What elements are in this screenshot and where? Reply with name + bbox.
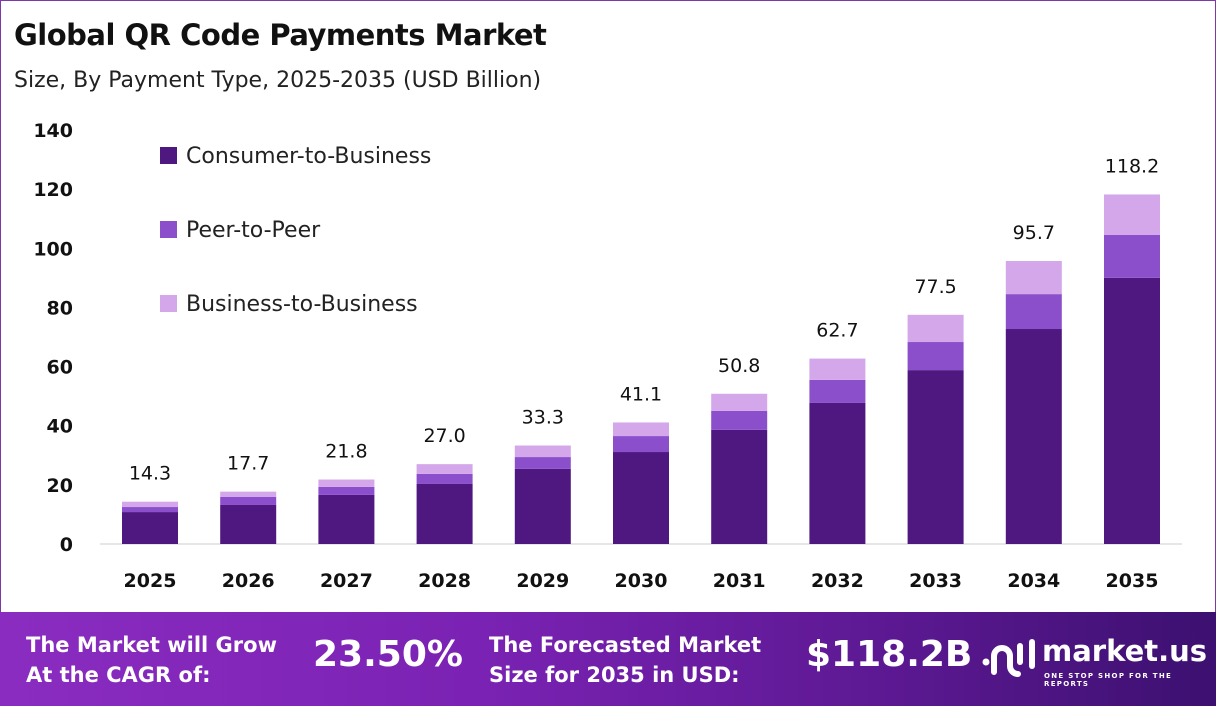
bar-segment-consumer-to-business-2027 <box>318 494 375 544</box>
total-data-label: 21.8 <box>325 441 367 463</box>
x-tick-label: 2027 <box>320 570 373 592</box>
bar-segment-peer-to-peer-2032 <box>809 379 866 403</box>
bar-segment-consumer-to-business-2029 <box>514 468 571 544</box>
total-data-label: 118.2 <box>1105 155 1159 177</box>
bar-segment-peer-to-peer-2030 <box>613 436 669 453</box>
total-data-label: 77.5 <box>914 276 956 298</box>
forecast-value: $118.2B <box>806 634 973 675</box>
total-data-label: 17.7 <box>227 453 269 475</box>
stacked-bar-chart: 0 20 40 60 80 100 120 140 14.3 2025 17.7 2026 21.8 20… <box>33 120 1182 592</box>
bar-segment-peer-to-peer-2028 <box>416 473 473 484</box>
y-tick-label: 40 <box>47 416 73 438</box>
cagr-value: 23.50% <box>313 634 463 675</box>
total-data-label: 27.0 <box>423 425 465 447</box>
y-tick-label: 60 <box>47 357 73 379</box>
bar-segment-consumer-to-business-2031 <box>711 429 768 544</box>
bar-segment-business-to-business-2034 <box>1005 261 1062 295</box>
bar-segment-peer-to-peer-2029 <box>514 457 571 469</box>
footer-banner: The Market will Grow At the CAGR of: 23.5… <box>0 612 1216 706</box>
bar-segment-consumer-to-business-2033 <box>907 370 964 544</box>
bar-segment-peer-to-peer-2025 <box>122 507 178 513</box>
bar-segment-business-to-business-2031 <box>711 393 768 411</box>
bar-segment-peer-to-peer-2031 <box>711 410 768 430</box>
cagr-label-line2: At the CAGR of: <box>26 663 211 687</box>
legend-swatch <box>160 221 177 238</box>
bar-segment-peer-to-peer-2035 <box>1104 234 1160 278</box>
legend-swatch <box>160 295 177 312</box>
x-tick-label: 2033 <box>909 570 962 592</box>
y-tick-label: 140 <box>33 120 73 142</box>
legend-swatch <box>160 147 177 164</box>
bar-segment-business-to-business-2029 <box>514 445 571 458</box>
bar-segment-business-to-business-2028 <box>416 464 473 474</box>
forecast-label-line1: The Forecasted Market <box>489 633 762 657</box>
bar-segment-consumer-to-business-2026 <box>220 504 277 544</box>
bar-segment-consumer-to-business-2028 <box>416 483 473 544</box>
bar-segment-consumer-to-business-2030 <box>613 452 669 544</box>
bar-segment-business-to-business-2033 <box>907 314 964 343</box>
x-tick-label: 2028 <box>418 570 471 592</box>
legend-label: Peer-to-Peer <box>186 218 321 243</box>
bar-segment-peer-to-peer-2027 <box>318 486 375 495</box>
y-tick-label: 100 <box>33 238 73 260</box>
total-data-label: 62.7 <box>816 320 858 342</box>
bar-segment-peer-to-peer-2034 <box>1005 294 1062 330</box>
y-tick-label: 120 <box>33 179 73 201</box>
x-tick-label: 2029 <box>516 570 569 592</box>
bar-segment-business-to-business-2027 <box>318 479 375 487</box>
bar-segment-consumer-to-business-2034 <box>1005 329 1062 544</box>
legend-label: Consumer-to-Business <box>186 144 431 169</box>
x-tick-label: 2034 <box>1007 570 1060 592</box>
bar-segment-business-to-business-2025 <box>122 501 178 508</box>
bar-segment-peer-to-peer-2033 <box>907 342 964 371</box>
y-tick-label: 0 <box>60 534 73 556</box>
bar-segment-business-to-business-2032 <box>809 358 866 380</box>
logo-name: market.us <box>1042 634 1208 668</box>
x-tick-label: 2030 <box>615 570 668 592</box>
x-tick-label: 2032 <box>811 570 864 592</box>
x-tick-label: 2025 <box>124 570 177 592</box>
forecast-label: The Forecasted Market Size for 2035 in US… <box>489 630 761 690</box>
x-tick-label: 2035 <box>1106 570 1159 592</box>
bar-segment-business-to-business-2030 <box>613 422 669 437</box>
x-tick-label: 2026 <box>222 570 275 592</box>
bar-segment-peer-to-peer-2026 <box>220 496 277 505</box>
y-tick-label: 20 <box>47 475 73 497</box>
bar-segment-business-to-business-2035 <box>1104 194 1160 235</box>
logo-tagline: ONE STOP SHOP FOR THE REPORTS <box>1044 672 1173 688</box>
bar-segment-business-to-business-2026 <box>220 491 277 497</box>
x-tick-label: 2031 <box>713 570 766 592</box>
total-data-label: 95.7 <box>1013 222 1055 244</box>
bar-segment-consumer-to-business-2035 <box>1104 277 1160 544</box>
total-data-label: 41.1 <box>620 383 662 405</box>
forecast-label-line2: Size for 2035 in USD: <box>489 663 740 687</box>
logo-mark-icon <box>982 639 1035 677</box>
cagr-label-line1: The Market will Grow <box>26 633 277 657</box>
bar-segment-consumer-to-business-2032 <box>809 402 866 544</box>
bar-segment-consumer-to-business-2025 <box>122 512 178 544</box>
total-data-label: 14.3 <box>129 463 171 485</box>
total-data-label: 50.8 <box>718 355 760 377</box>
chart-title: Global QR Code Payments Market <box>14 18 547 52</box>
market-us-logo: market.us ONE STOP SHOP FOR THE REPORTS <box>980 632 1210 692</box>
y-tick-label: 80 <box>47 297 73 319</box>
total-data-label: 33.3 <box>522 407 564 429</box>
cagr-label: The Market will Grow At the CAGR of: <box>26 630 277 690</box>
legend-label: Business-to-Business <box>186 292 418 317</box>
chart-subtitle: Size, By Payment Type, 2025-2035 (USD Bi… <box>14 68 542 93</box>
